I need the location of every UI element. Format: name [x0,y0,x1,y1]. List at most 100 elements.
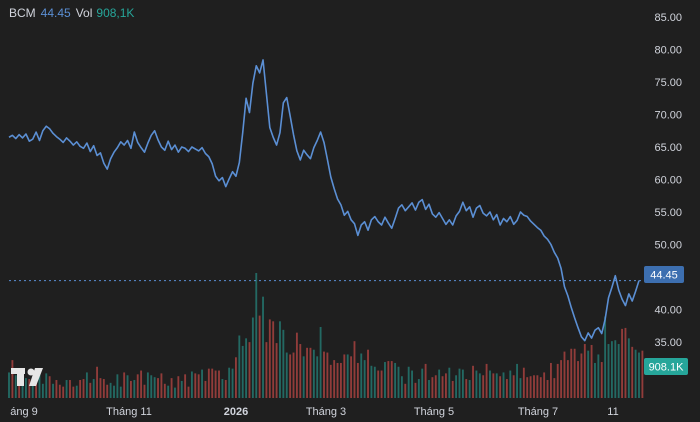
x-tick-label: áng 9 [10,406,38,418]
y-tick-label: 85.00 [654,12,682,24]
volume-bar [130,380,132,398]
volume-bar [265,342,268,398]
volume-bar [543,372,546,398]
volume-bar [502,372,505,398]
volume-bar [82,379,85,398]
volume-bar [563,351,566,398]
volume-bar [35,377,38,398]
price-line [8,59,640,342]
volume-bar [346,354,349,398]
volume-bar [499,376,502,398]
volume-bar [55,380,58,398]
volume-bar [577,361,579,398]
volume-bar [394,362,397,398]
symbol-legend: BCM 44.45 Vol 908,1K [9,6,134,20]
x-axis[interactable]: áng 9 Tháng 11 2026 Tháng 3 Tháng 5 Tháng 7 11 [10,406,618,418]
volume-bar [509,370,512,398]
volume-bar [411,370,413,398]
volume-bar [160,373,163,398]
volume-bar [370,365,373,398]
volume-bar [45,373,48,398]
volume-bar [174,387,176,398]
volume-bar [614,340,617,398]
volume-bar [255,273,258,398]
y-tick-label: 80.00 [654,45,682,57]
volume-bar [333,360,336,398]
y-tick-label: 40.00 [654,305,682,317]
volume-bar [58,384,61,398]
volume-bar [28,379,31,398]
volume-bar [546,380,549,398]
volume-bar [119,386,122,398]
volume-bar [377,370,380,398]
volume-badge-label: 908.1K [649,362,685,374]
volume-bar [631,346,634,398]
volume-bar [258,315,261,398]
symbol-label: BCM [9,6,36,20]
volume-bar [434,375,437,398]
volume-bar [475,370,478,398]
x-tick-label: Tháng 5 [414,406,454,418]
volume-bar [224,380,227,398]
volume-bar [295,332,298,398]
volume-bar [48,376,51,398]
volume-bar [465,379,468,398]
volume-bar [438,369,441,398]
volume-bar [363,360,366,398]
volume-bar [194,373,197,398]
volume-bar [221,379,224,398]
volume-bar [445,373,447,398]
volume-bar [566,360,569,398]
volume-bar [89,382,92,398]
volume-bar [573,348,576,398]
tradingview-logo-icon[interactable] [9,366,55,388]
volume-bar [231,368,234,398]
volume-bar [184,374,187,398]
volume-bar [485,363,488,398]
volume-bar [594,362,596,398]
volume-bar [14,375,17,398]
volume-bar [583,344,586,398]
volume-bar [522,367,525,398]
volume-bar [404,383,407,398]
volume-label: Vol [75,6,93,20]
volume-bar [353,341,356,398]
volume-bar [624,327,627,398]
volume-bar [407,366,410,398]
volume-bar [146,372,149,398]
volume-bar [384,362,386,398]
volume-marker: 908.1K [644,358,688,375]
volume-bar [424,363,427,398]
volume-bar [62,386,65,398]
volume-bar [69,380,71,398]
volume-bar [133,380,136,398]
volume-bar [75,385,78,398]
volume-bar [340,362,342,398]
volume-bar [329,364,332,398]
volume-bar [468,380,471,398]
volume-bar [38,373,41,398]
volume-bar [289,354,292,398]
volume-bar [356,362,359,398]
x-tick-label: 11 [607,406,618,418]
volume-bar [461,369,464,398]
volume-bar [539,377,542,398]
volume-bar [285,352,288,398]
volume-bar [201,369,203,398]
volume-bar [228,367,231,398]
volume-bar [478,373,481,398]
y-tick-label: 50.00 [654,240,682,252]
volume-bar [275,343,278,398]
volume-bar [52,383,54,398]
volume-bar [641,350,644,398]
volume-bar [316,356,319,398]
y-tick-label: 65.00 [654,142,682,154]
volume-bar [553,378,556,398]
volume-bar [116,374,119,398]
volume-bar [248,342,251,398]
volume-bar [299,344,302,398]
y-axis[interactable]: 85.00 80.00 75.00 70.00 65.00 60.00 55.00 50.00… [654,12,682,349]
volume-bar [323,351,325,398]
